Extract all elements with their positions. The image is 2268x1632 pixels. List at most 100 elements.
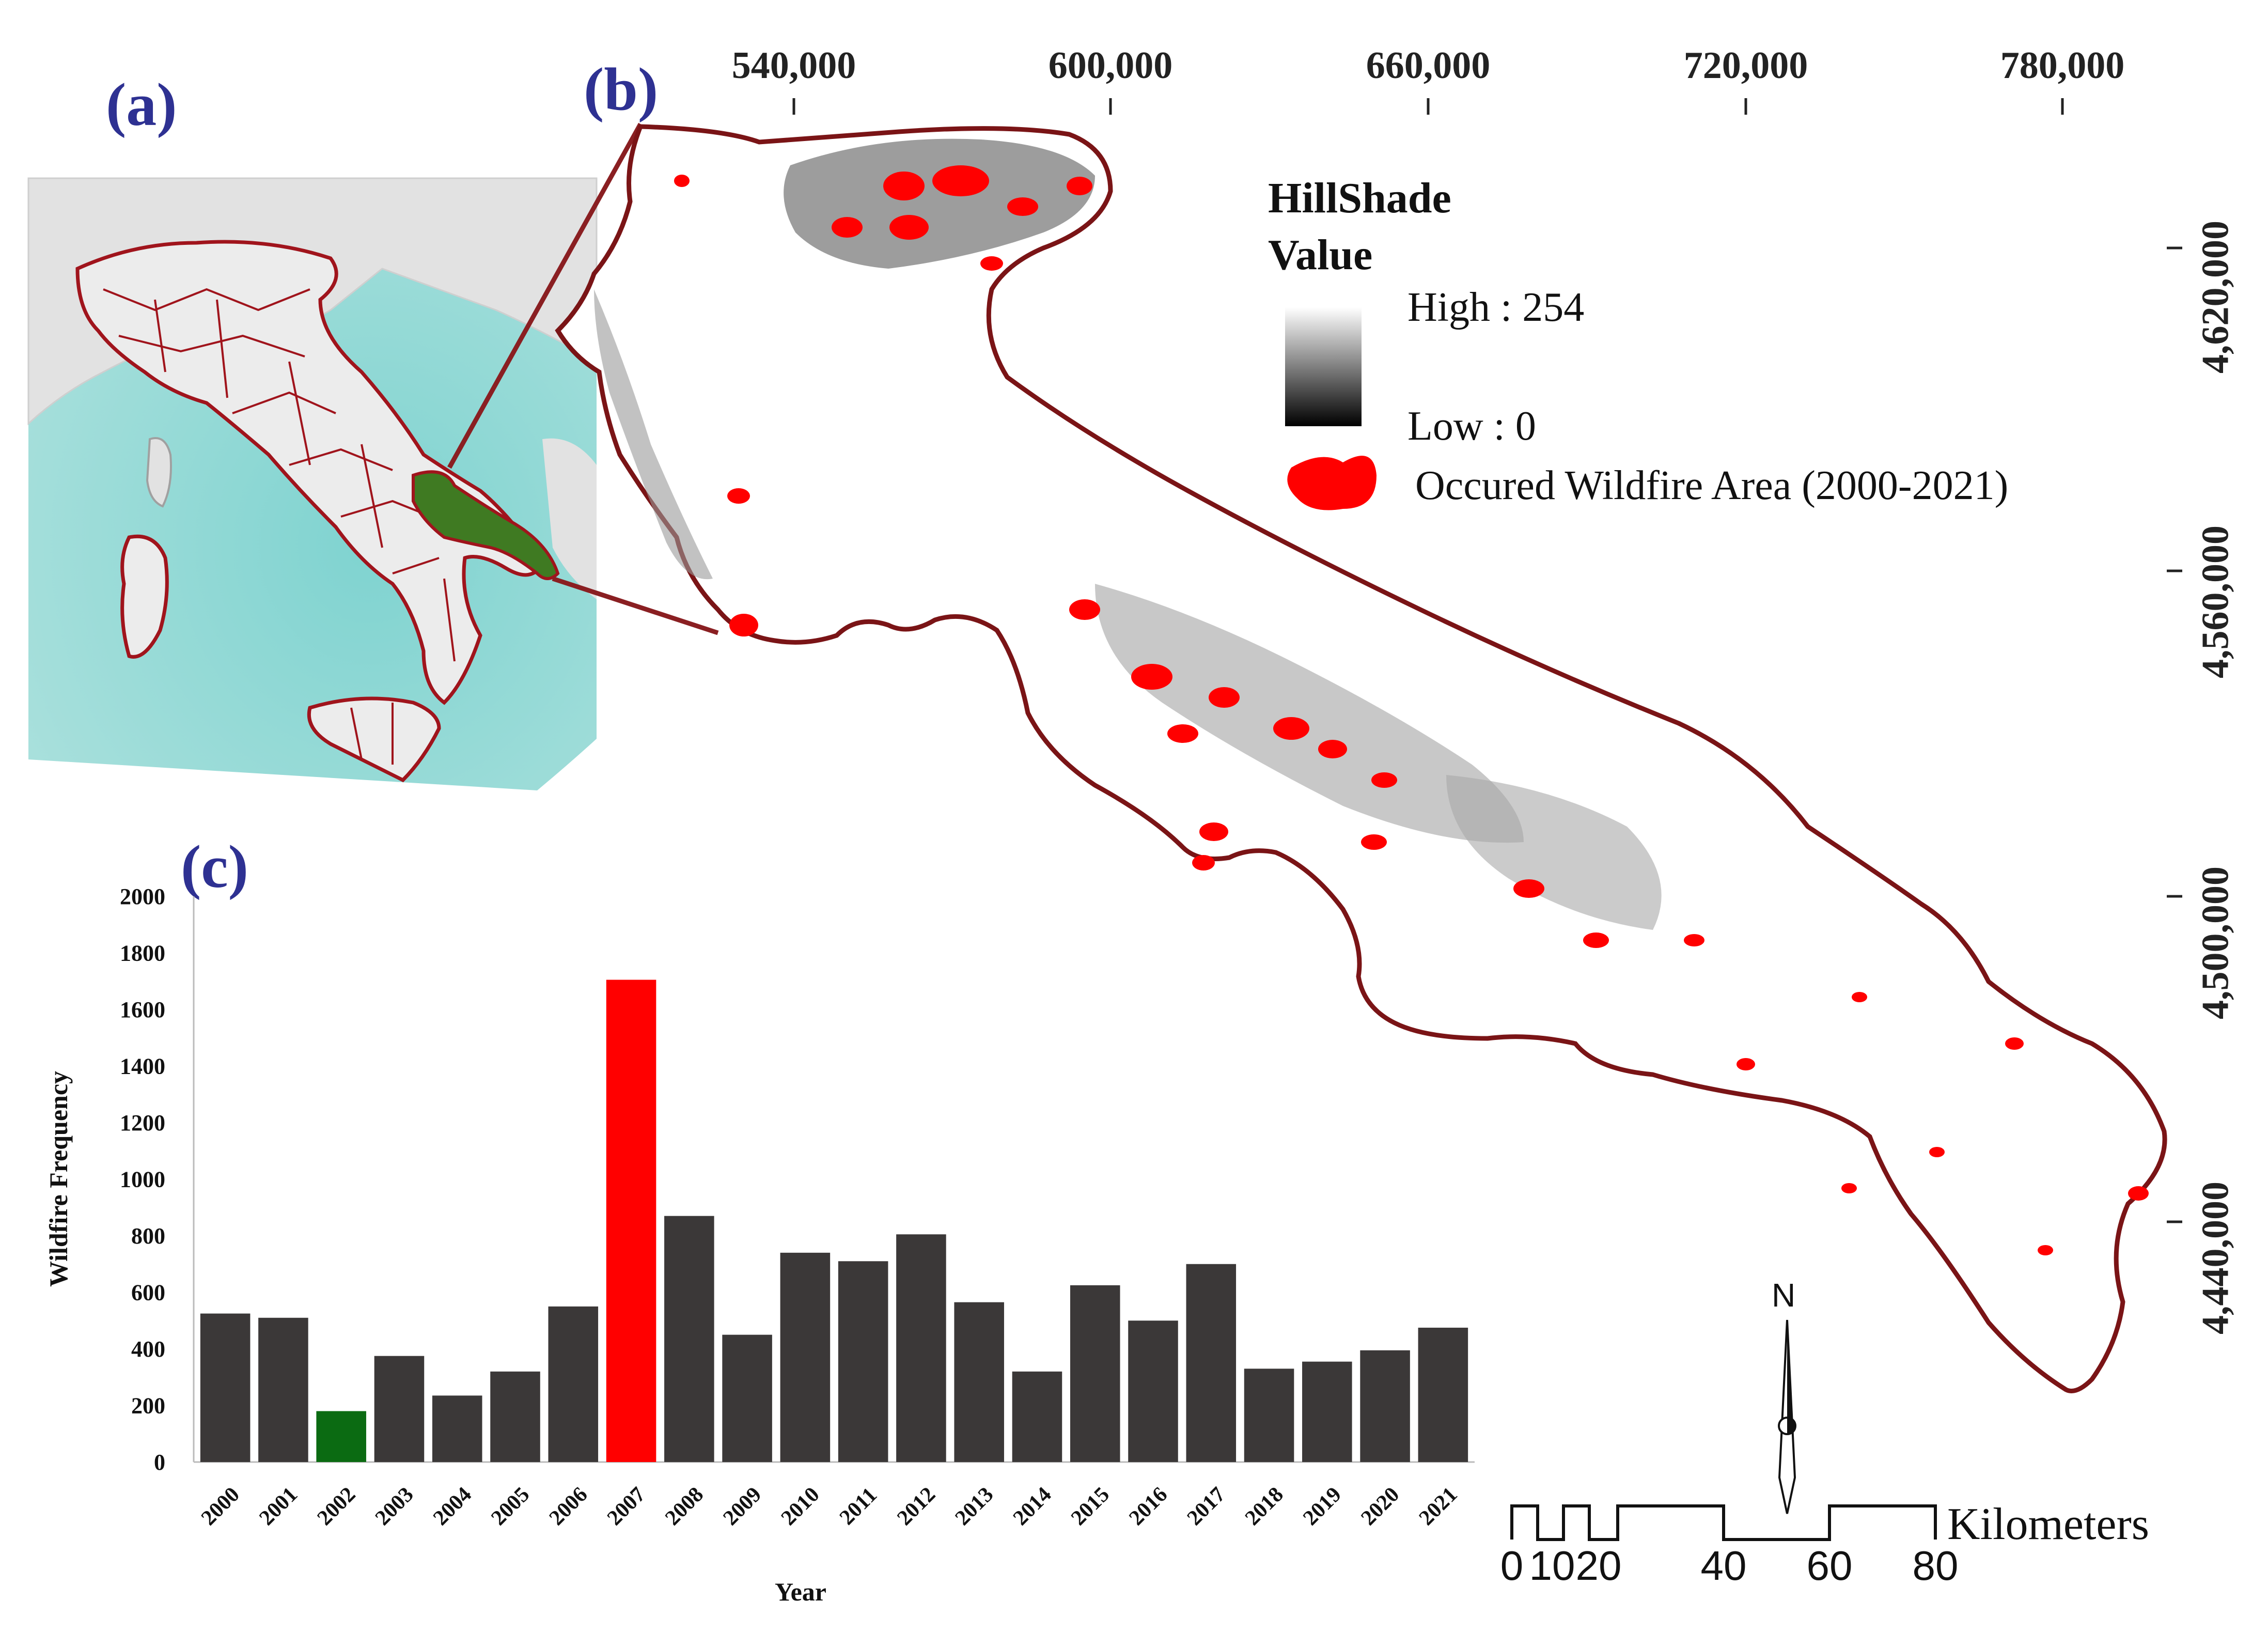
- bar-2011: [838, 1261, 888, 1462]
- bar-2000: [200, 1313, 251, 1462]
- bar-2001: [258, 1317, 308, 1462]
- easting-label-600000: 600,000: [1048, 44, 1173, 87]
- x-tick-label-2004: 2004: [429, 1483, 476, 1530]
- x-tick-label-2015: 2015: [1067, 1483, 1114, 1530]
- salento-hillshade: [1446, 775, 1662, 930]
- northing-label-4440000: 4,440,000: [2194, 1182, 2237, 1334]
- y-tick-label-2000: 2000: [120, 884, 165, 909]
- legend-wildfire-label: Occured Wildfire Area (2000-2021): [1415, 463, 2009, 508]
- legend-title-line1: HillShade: [1268, 174, 1451, 222]
- x-tick-label-2020: 2020: [1356, 1483, 1404, 1530]
- x-tick-label-2008: 2008: [661, 1483, 708, 1530]
- y-tick-label-0: 0: [154, 1450, 165, 1475]
- x-tick-label-2019: 2019: [1299, 1483, 1346, 1530]
- inset-apulia-highlight: [412, 470, 560, 580]
- murge-hillshade: [1095, 584, 1524, 843]
- bar-2002: [316, 1411, 366, 1462]
- bar-2018: [1244, 1369, 1294, 1462]
- legend-title-line2: Value: [1268, 231, 1373, 279]
- scale-label-40: 40: [1700, 1543, 1747, 1589]
- gargano-hillshade: [784, 138, 1095, 269]
- bar-2010: [780, 1252, 831, 1462]
- y-tick-label-600: 600: [131, 1280, 165, 1305]
- bar-2019: [1302, 1361, 1352, 1462]
- bar-2005: [490, 1371, 540, 1462]
- inset-sardinia: [120, 534, 169, 659]
- wildfire-legend-swatch: [1287, 456, 1377, 510]
- panel-label-b: (b): [584, 55, 659, 123]
- y-tick-label-200: 200: [131, 1393, 165, 1419]
- y-tick-label-400: 400: [131, 1336, 165, 1362]
- scale-bar: [1510, 1504, 1937, 1541]
- bar-2007: [606, 980, 656, 1462]
- x-tick-label-2005: 2005: [487, 1483, 534, 1530]
- scale-label-80: 80: [1912, 1543, 1959, 1589]
- connector-line-bottom: [552, 576, 719, 635]
- inset-province-lines: [103, 288, 456, 765]
- inset-peninsula: [75, 240, 545, 705]
- inset-sicily: [307, 696, 441, 783]
- bar-2013: [954, 1302, 1004, 1462]
- inset-balkan-land: [542, 438, 597, 599]
- northing-label-4620000: 4,620,000: [2194, 221, 2237, 374]
- x-tick-label-2002: 2002: [313, 1483, 361, 1530]
- north-label: N: [1772, 1277, 1796, 1314]
- bar-2014: [1012, 1371, 1062, 1462]
- bar-2015: [1070, 1285, 1120, 1462]
- bar-2008: [664, 1216, 714, 1462]
- region-map-apulia: [555, 124, 2167, 1393]
- x-tick-label-2009: 2009: [718, 1483, 766, 1530]
- bar-2012: [896, 1234, 946, 1462]
- easting-label-660000: 660,000: [1366, 44, 1491, 87]
- x-tick-label-2016: 2016: [1124, 1483, 1172, 1530]
- inset-map-italy: [27, 177, 598, 790]
- hillshade-ramp-swatch: [1285, 307, 1362, 426]
- x-tick-label-2012: 2012: [893, 1483, 940, 1530]
- bar-2016: [1128, 1320, 1178, 1462]
- y-tick-label-1200: 1200: [120, 1110, 165, 1136]
- y-tick-label-1000: 1000: [120, 1167, 165, 1192]
- chart-y-axis-label: Wildfire Frequency: [44, 1071, 73, 1287]
- x-tick-label-2003: 2003: [371, 1483, 418, 1530]
- chart-y-tick-labels: 0 200 400 600 800 1000 1200 1400 1600 1800 2000: [120, 884, 165, 1475]
- x-tick-label-2006: 2006: [545, 1483, 592, 1530]
- chart-bars: [200, 980, 1468, 1462]
- chart-x-axis-label: Year: [775, 1577, 826, 1606]
- x-tick-label-2011: 2011: [835, 1483, 882, 1530]
- x-tick-label-2021: 2021: [1415, 1483, 1462, 1530]
- scale-label-0: 0: [1500, 1543, 1524, 1589]
- x-tick-label-2007: 2007: [603, 1483, 650, 1530]
- scale-label-60: 60: [1806, 1543, 1853, 1589]
- wildfire-areas: [674, 165, 2149, 1255]
- northing-label-4500000: 4,500,000: [2194, 866, 2237, 1019]
- x-tick-label-2014: 2014: [1009, 1483, 1056, 1530]
- x-tick-label-2013: 2013: [951, 1483, 998, 1530]
- north-arrow-icon: [1778, 1319, 1796, 1514]
- y-tick-label-1800: 1800: [120, 941, 165, 966]
- x-tick-label-2001: 2001: [255, 1483, 302, 1530]
- y-tick-label-1600: 1600: [120, 997, 165, 1022]
- bar-2017: [1186, 1264, 1237, 1462]
- x-tick-label-2017: 2017: [1183, 1483, 1230, 1530]
- bar-2021: [1418, 1327, 1468, 1462]
- x-tick-label-2010: 2010: [777, 1483, 824, 1530]
- easting-label-720000: 720,000: [1683, 44, 1808, 87]
- scale-label-20: 20: [1575, 1543, 1622, 1589]
- graticule-ticks: [792, 98, 2182, 1223]
- legend-low-label: Low : 0: [1407, 403, 1536, 449]
- legend-high-label: High : 254: [1407, 285, 1585, 330]
- bar-2003: [374, 1356, 425, 1462]
- apennine-hillshade: [594, 289, 713, 580]
- scale-unit-label: Kilometers: [1947, 1499, 2150, 1549]
- bar-2009: [722, 1334, 772, 1462]
- bar-2006: [548, 1306, 599, 1462]
- y-tick-label-1400: 1400: [120, 1054, 165, 1079]
- panel-label-c: (c): [181, 833, 248, 900]
- connector-line-top: [447, 122, 643, 469]
- panel-label-a: (a): [106, 71, 177, 138]
- x-tick-label-2018: 2018: [1241, 1483, 1288, 1530]
- x-tick-label-2000: 2000: [197, 1483, 244, 1530]
- chart-x-tick-labels: 2000 2001 2002 2003 2004 2005 2006 2007 2008 2009…: [197, 1483, 1462, 1530]
